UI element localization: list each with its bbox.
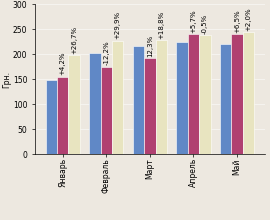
Text: -0,5%: -0,5% [202, 14, 208, 34]
Bar [177, 42, 188, 154]
Text: +4,2%: +4,2% [60, 52, 66, 75]
Bar [220, 44, 231, 154]
Text: -12,2%: -12,2% [103, 41, 109, 65]
Text: +6,5%: +6,5% [234, 9, 240, 33]
Bar [100, 67, 112, 154]
Text: +5,7%: +5,7% [191, 9, 197, 33]
Bar [89, 53, 100, 154]
Bar [46, 80, 57, 154]
Bar [57, 77, 68, 154]
Bar [156, 40, 167, 154]
Bar [199, 35, 211, 154]
Bar [243, 32, 254, 154]
Text: +26,7%: +26,7% [71, 26, 77, 54]
Text: +29,9%: +29,9% [114, 11, 120, 39]
Bar [188, 34, 199, 154]
Text: +18,8%: +18,8% [158, 11, 164, 39]
Bar [112, 41, 123, 154]
Bar [133, 46, 144, 154]
Bar [231, 34, 243, 154]
Bar [68, 55, 80, 154]
Text: 12,3%: 12,3% [147, 35, 153, 57]
Y-axis label: Грн.: Грн. [2, 71, 11, 88]
Text: +2,0%: +2,0% [245, 7, 251, 31]
Bar [144, 58, 156, 154]
